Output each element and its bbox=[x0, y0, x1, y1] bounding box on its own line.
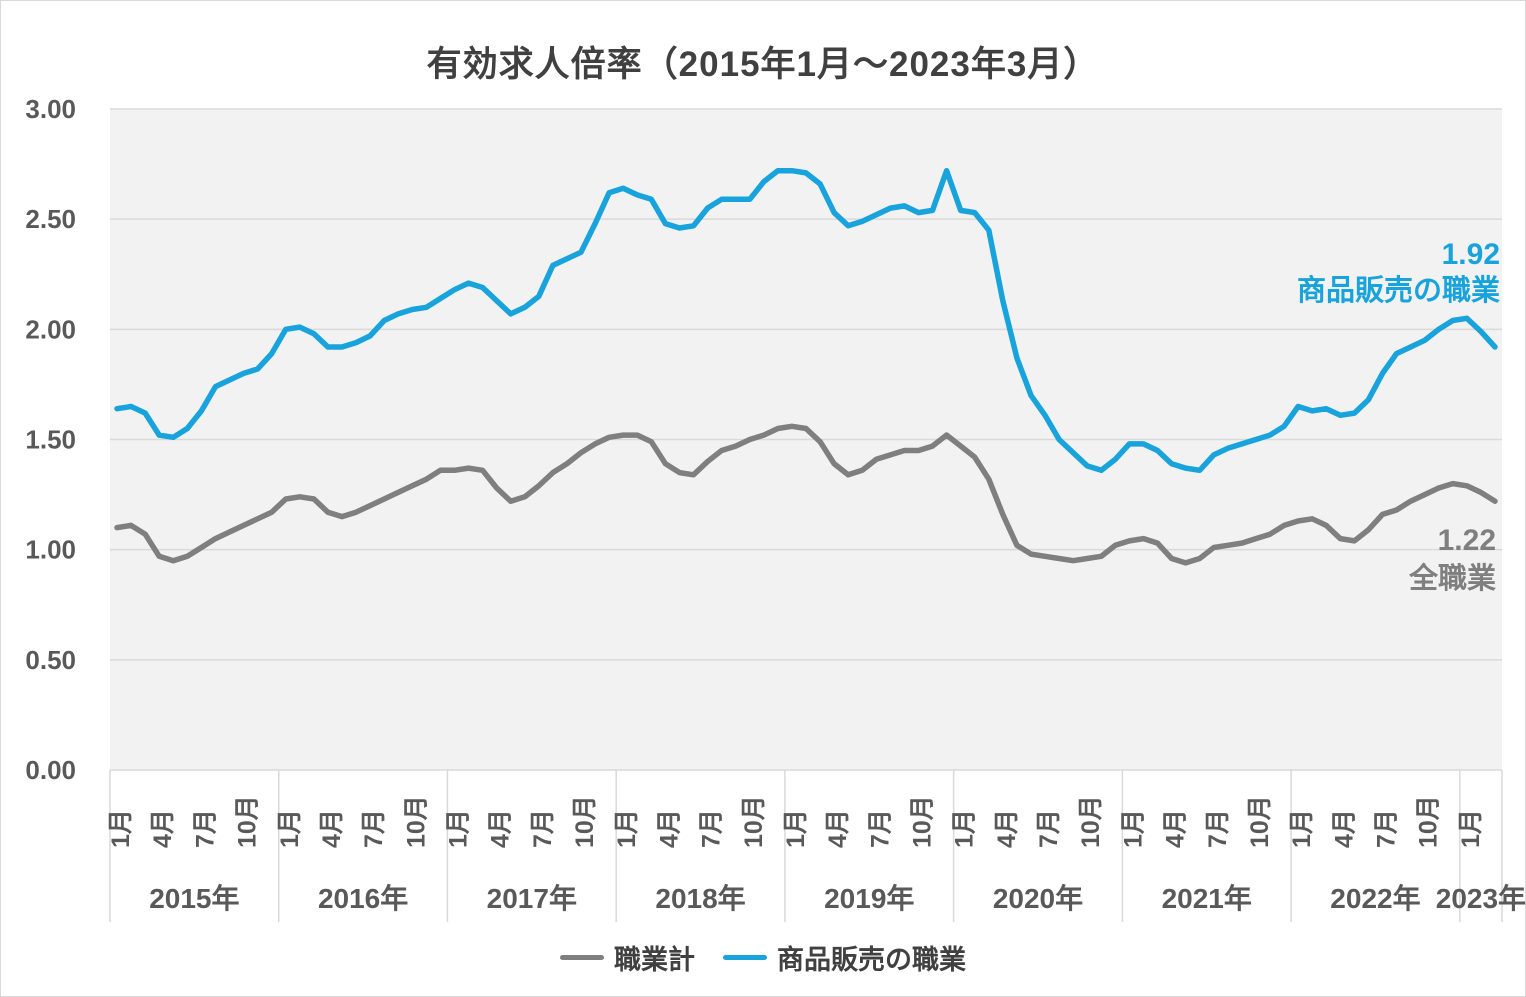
series-line-total bbox=[114, 423, 1498, 566]
month-tick-label: 1月 bbox=[782, 809, 810, 848]
month-tick-label: 7月 bbox=[1372, 809, 1400, 848]
sales-series-end-value: 1.92 bbox=[1441, 238, 1500, 271]
month-tick-label: 10月 bbox=[1077, 795, 1105, 848]
month-tick-label: 7月 bbox=[191, 809, 219, 848]
month-tick-label: 4月 bbox=[1162, 809, 1190, 848]
month-tick-label: 1月 bbox=[276, 809, 304, 848]
month-tick-label: 4月 bbox=[1330, 809, 1358, 848]
month-tick-label: 1月 bbox=[1457, 809, 1485, 848]
y-tick-label: 2.00 bbox=[25, 314, 76, 344]
year-label: 2019年 bbox=[824, 882, 914, 914]
month-tick-label: 1月 bbox=[107, 809, 135, 848]
month-tick-label: 7月 bbox=[1035, 809, 1063, 848]
sales-series-swatch bbox=[723, 955, 767, 960]
year-label: 2015年 bbox=[149, 882, 239, 914]
month-tick-label: 7月 bbox=[866, 809, 894, 848]
year-label: 2022年 bbox=[1330, 882, 1420, 914]
month-tick-label: 4月 bbox=[993, 809, 1021, 848]
month-tick-label: 7月 bbox=[529, 809, 557, 848]
month-tick-label: 10月 bbox=[740, 795, 768, 848]
month-tick-label: 10月 bbox=[402, 795, 430, 848]
total-series-end-value: 1.22 bbox=[1437, 524, 1496, 557]
total-series-swatch bbox=[560, 955, 604, 960]
month-tick-label: 1月 bbox=[1288, 809, 1316, 848]
y-tick-label: 3.00 bbox=[25, 94, 76, 124]
month-tick-label: 4月 bbox=[824, 809, 852, 848]
y-tick-label: 1.50 bbox=[25, 425, 76, 455]
y-tick-label: 1.00 bbox=[25, 535, 76, 565]
month-tick-label: 4月 bbox=[318, 809, 346, 848]
month-tick-label: 10月 bbox=[908, 795, 936, 848]
month-tick-label: 7月 bbox=[698, 809, 726, 848]
month-tick-label: 1月 bbox=[1119, 809, 1147, 848]
legend-item-sales: 商品販売の職業 bbox=[723, 938, 966, 977]
month-tick-label: 1月 bbox=[444, 809, 472, 848]
month-tick-label: 10月 bbox=[1415, 795, 1443, 848]
month-tick-label: 10月 bbox=[1246, 795, 1274, 848]
series-line-sales bbox=[114, 167, 1498, 474]
chart-title: 有効求人倍率（2015年1月～2023年3月） bbox=[426, 45, 1100, 84]
month-tick-label: 4月 bbox=[149, 809, 177, 848]
sales-series-end-label: 商品販売の職業 bbox=[1296, 275, 1500, 307]
month-tick-label: 10月 bbox=[234, 795, 262, 848]
year-label: 2018年 bbox=[655, 882, 745, 914]
y-tick-label: 2.50 bbox=[25, 204, 76, 234]
year-label: 2021年 bbox=[1162, 882, 1252, 914]
month-tick-label: 4月 bbox=[487, 809, 515, 848]
legend: 職業計 商品販売の職業 bbox=[0, 938, 1526, 977]
total-series-end-label: 全職業 bbox=[1408, 563, 1496, 595]
month-tick-label: 1月 bbox=[951, 809, 979, 848]
legend-label-total: 職業計 bbox=[614, 945, 695, 975]
month-tick-label: 7月 bbox=[360, 809, 388, 848]
year-label: 2023年 bbox=[1436, 882, 1526, 914]
legend-label-sales: 商品販売の職業 bbox=[777, 945, 966, 975]
year-label: 2020年 bbox=[993, 882, 1083, 914]
y-tick-label: 0.50 bbox=[25, 645, 76, 675]
month-tick-label: 4月 bbox=[655, 809, 683, 848]
month-tick-label: 1月 bbox=[613, 809, 641, 848]
y-tick-label: 0.00 bbox=[25, 755, 76, 785]
month-tick-label: 7月 bbox=[1204, 809, 1232, 848]
year-label: 2016年 bbox=[318, 882, 408, 914]
legend-item-total: 職業計 bbox=[560, 938, 695, 977]
year-label: 2017年 bbox=[487, 882, 577, 914]
month-tick-label: 10月 bbox=[571, 795, 599, 848]
